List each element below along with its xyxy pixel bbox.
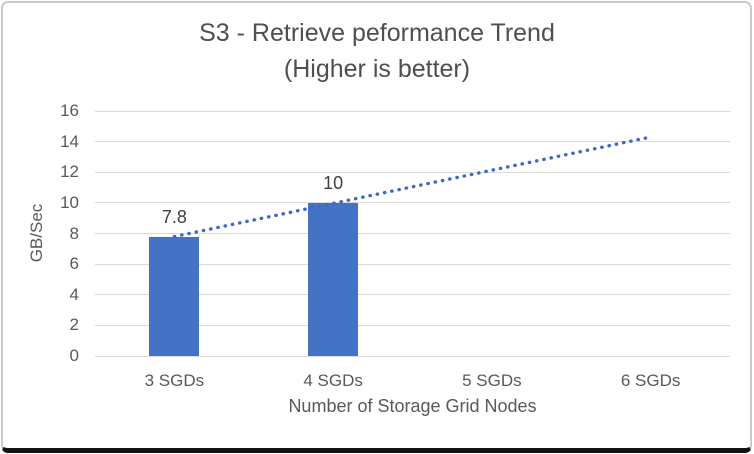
gridline-0: [95, 355, 730, 357]
x-category-5 SGDs: 5 SGDs: [462, 371, 522, 390]
y-tick-4: 4: [69, 284, 79, 304]
y-tick-14: 14: [60, 131, 79, 151]
gridline-4: [95, 294, 730, 296]
x-category-3 SGDs: 3 SGDs: [144, 371, 205, 390]
y-tick-0: 0: [69, 346, 79, 365]
y-tick-16: 16: [60, 101, 79, 120]
gridline-2: [95, 324, 730, 326]
gridline-14: [95, 141, 730, 143]
chart-subtitle: (Higher is better): [283, 55, 471, 83]
y-tick-12: 12: [60, 162, 79, 182]
gridline-6: [95, 263, 730, 265]
x-axis-title: Number of Storage Grid Nodes: [288, 396, 537, 416]
y-tick-10: 10: [60, 192, 79, 212]
y-tick-8: 8: [69, 223, 79, 243]
gridline-10: [95, 202, 730, 204]
x-category-4 SGDs: 4 SGDs: [303, 371, 363, 390]
chart-title: S3 - Retrieve peformance Trend: [199, 19, 555, 47]
gridline-8: [95, 233, 730, 234]
gridline-12: [95, 171, 730, 173]
trendline: [172, 135, 653, 239]
bar-4 SGDs: [308, 202, 359, 356]
y-tick-6: 6: [69, 254, 79, 274]
gridline-16: [95, 110, 730, 112]
data-label-4 SGDs: 10: [323, 172, 344, 193]
y-tick-2: 2: [69, 315, 79, 335]
data-label-3 SGDs: 7.8: [161, 206, 187, 227]
x-category-6 SGDs: 6 SGDs: [620, 371, 681, 390]
bar-3 SGDs: [149, 236, 200, 356]
plot-area: 7.8 10: [95, 110, 730, 357]
